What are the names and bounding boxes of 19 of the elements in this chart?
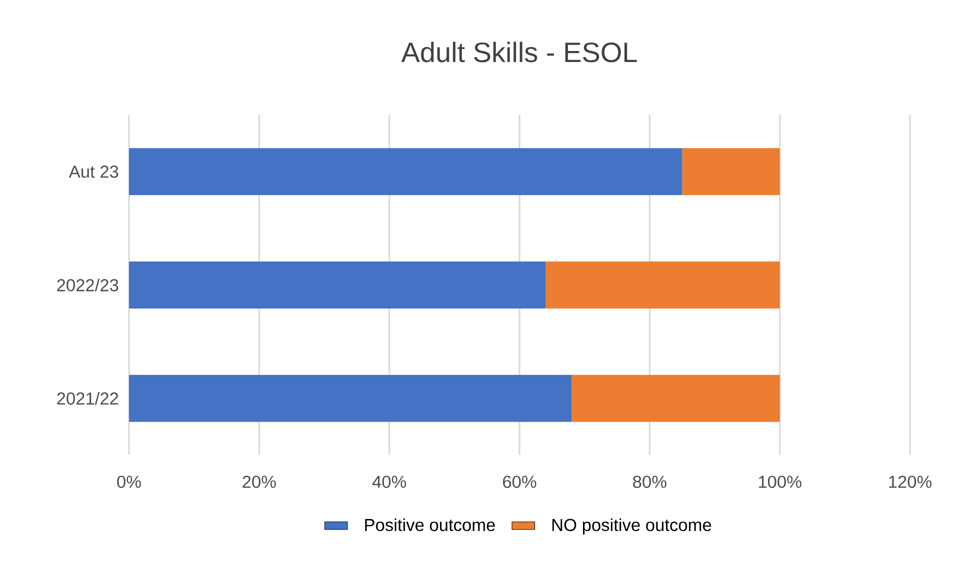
- bar: [129, 261, 546, 308]
- x-tick-label: 120%: [889, 476, 932, 488]
- bar: [129, 374, 572, 422]
- y-tick-label: 2021/22: [57, 392, 118, 405]
- y-tick-label: Aut 23: [68, 166, 118, 178]
- x-tick-label: 20%: [242, 476, 276, 488]
- bar: [129, 148, 682, 196]
- bar: [682, 148, 780, 196]
- x-tick-label: 40%: [372, 476, 406, 488]
- x-tick-label: 80%: [633, 476, 666, 488]
- x-tick-label: 60%: [503, 476, 536, 488]
- x-tick-label: 0%: [117, 476, 141, 488]
- y-tick-label: 2022/23: [57, 278, 118, 292]
- x-tick-label: 100%: [758, 476, 802, 488]
- legend-label: Positive outcome: [365, 518, 495, 532]
- chart-title: Adult Skills - ESOL: [401, 42, 637, 62]
- bar: [572, 374, 780, 422]
- bar: [546, 261, 780, 308]
- legend-label: NO positive outcome: [552, 518, 712, 535]
